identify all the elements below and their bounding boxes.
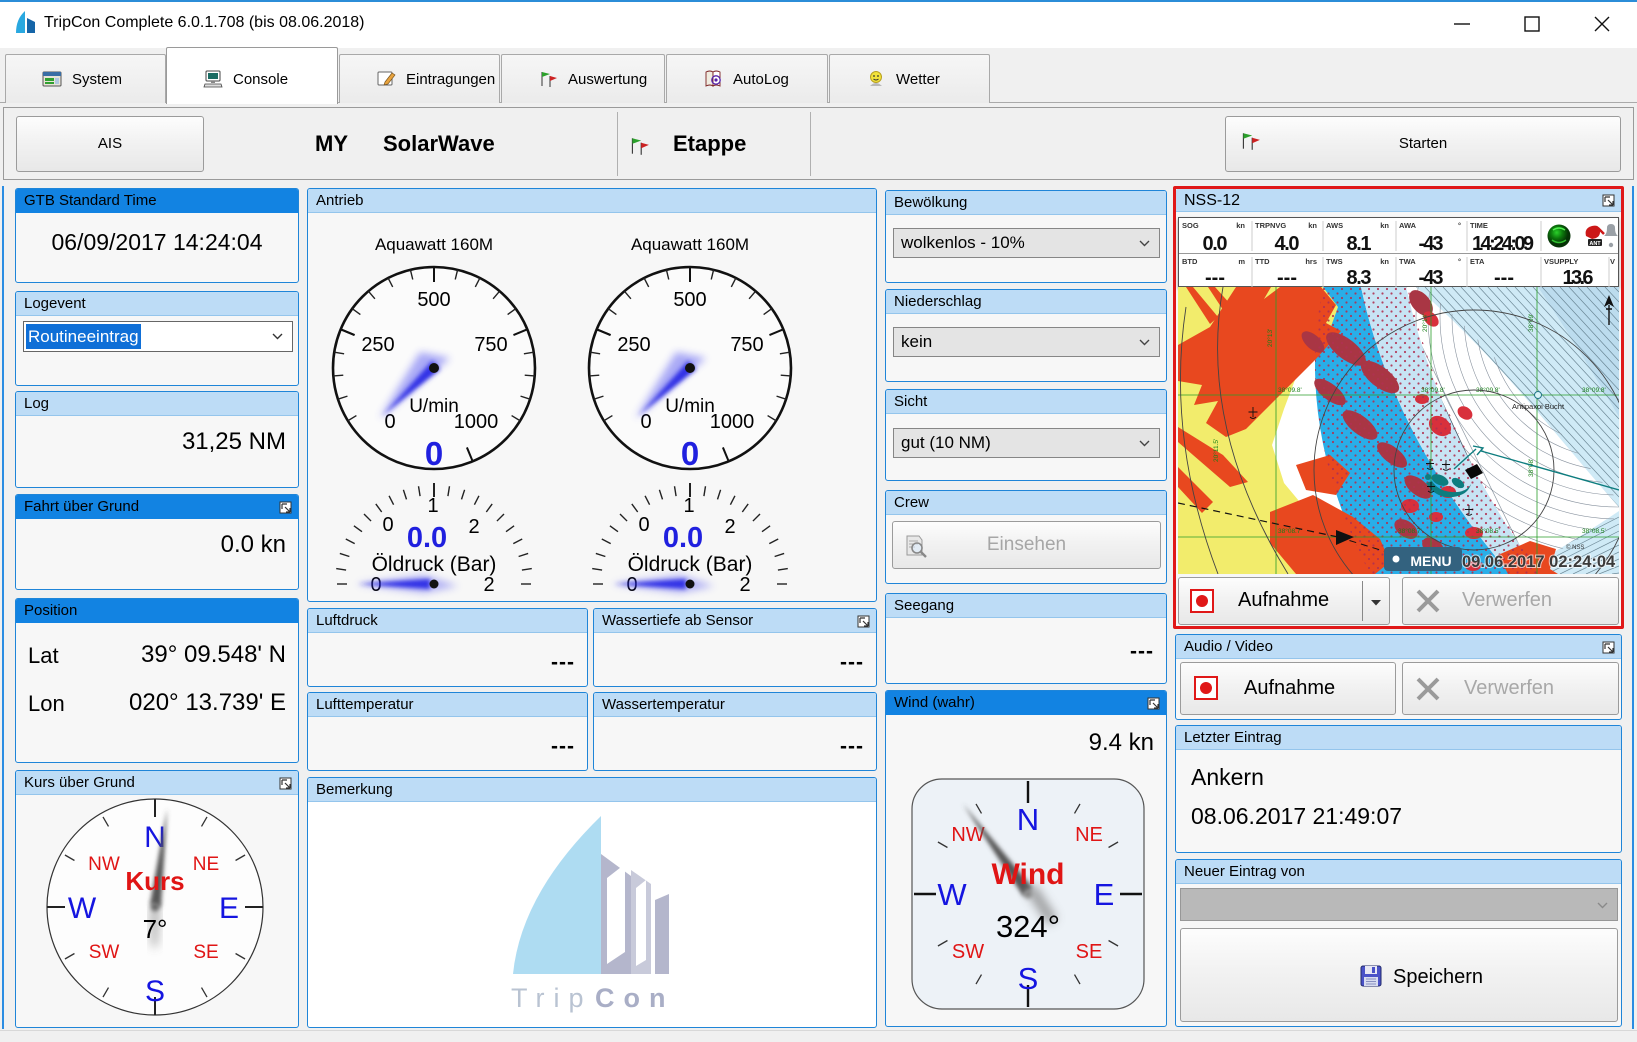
svg-text:TTD: TTD bbox=[1255, 257, 1270, 266]
svg-text:ETA: ETA bbox=[1470, 257, 1485, 266]
svg-text:38°08.7': 38°08.7' bbox=[1278, 527, 1302, 535]
svg-text:E: E bbox=[219, 892, 239, 925]
svg-text:---: --- bbox=[1494, 267, 1514, 289]
svg-text:38°08.5': 38°08.5' bbox=[1582, 527, 1606, 535]
svg-text:09.06.2017 02:24:04: 09.06.2017 02:24:04 bbox=[1462, 553, 1616, 571]
svg-text:N: N bbox=[144, 821, 166, 854]
svg-text:°: ° bbox=[1458, 257, 1461, 266]
svg-text:AWS: AWS bbox=[1326, 221, 1343, 230]
svg-text:324°: 324° bbox=[996, 909, 1060, 944]
svg-text:13.6: 13.6 bbox=[1563, 267, 1594, 289]
svg-text:38°09.8': 38°09.8' bbox=[1421, 386, 1445, 394]
svg-text:W: W bbox=[68, 892, 97, 925]
svg-text:8.3: 8.3 bbox=[1347, 267, 1372, 289]
svg-text:---: --- bbox=[1277, 267, 1297, 289]
svg-text:TRPNVG: TRPNVG bbox=[1255, 221, 1286, 230]
svg-text:N: N bbox=[1017, 802, 1039, 837]
svg-text:AWA: AWA bbox=[1399, 221, 1417, 230]
svg-text:20°11.5': 20°11.5' bbox=[1212, 439, 1220, 462]
svg-text:-43: -43 bbox=[1419, 233, 1444, 255]
svg-text:38°09.8': 38°09.8' bbox=[1278, 386, 1302, 394]
svg-text:TWA: TWA bbox=[1399, 257, 1416, 266]
svg-text:14:24:09: 14:24:09 bbox=[1472, 233, 1534, 255]
svg-text:38°09': 38°09' bbox=[1527, 314, 1535, 332]
svg-text:Antipaxoi Bucht: Antipaxoi Bucht bbox=[1512, 402, 1565, 411]
svg-text:kn: kn bbox=[1236, 221, 1245, 230]
svg-text:38°08.7': 38°08.7' bbox=[1398, 527, 1422, 535]
svg-text:ANT: ANT bbox=[1589, 241, 1601, 247]
svg-text:SW: SW bbox=[89, 942, 120, 963]
svg-text:SE: SE bbox=[193, 942, 218, 963]
svg-text:S: S bbox=[145, 975, 165, 1008]
svg-text:NE: NE bbox=[193, 854, 219, 875]
svg-text:4.0: 4.0 bbox=[1275, 233, 1300, 255]
svg-text:© NSS: © NSS bbox=[1566, 544, 1584, 551]
svg-text:Wind: Wind bbox=[991, 858, 1064, 891]
svg-text:SW: SW bbox=[952, 941, 984, 963]
svg-text:38°09.8': 38°09.8' bbox=[1476, 386, 1500, 394]
svg-text:0.0: 0.0 bbox=[1203, 233, 1228, 255]
svg-text:MENU: MENU bbox=[1410, 553, 1451, 569]
svg-text:38°08.5': 38°08.5' bbox=[1476, 527, 1500, 535]
svg-text:kn: kn bbox=[1308, 221, 1317, 230]
svg-text:SE: SE bbox=[1076, 941, 1103, 963]
svg-text:S: S bbox=[1018, 961, 1039, 996]
svg-text:E: E bbox=[1094, 877, 1115, 912]
svg-text:NE: NE bbox=[1075, 824, 1103, 846]
svg-text:Kurs: Kurs bbox=[125, 866, 184, 896]
svg-text:---: --- bbox=[1205, 267, 1225, 289]
svg-text:°: ° bbox=[1458, 221, 1461, 230]
svg-text:TIME: TIME bbox=[1470, 221, 1488, 230]
svg-text:TWS: TWS bbox=[1326, 257, 1343, 266]
svg-text:Trip: Trip bbox=[511, 983, 593, 1013]
svg-text:VSUPPLY: VSUPPLY bbox=[1544, 257, 1578, 266]
svg-text:20°14': 20°14' bbox=[1421, 314, 1429, 332]
svg-text:W: W bbox=[937, 877, 967, 912]
svg-text:38°08': 38°08' bbox=[1527, 459, 1535, 477]
svg-text:kn: kn bbox=[1380, 257, 1389, 266]
svg-text:hrs: hrs bbox=[1305, 257, 1317, 266]
svg-text:7°: 7° bbox=[143, 914, 168, 944]
svg-text:NW: NW bbox=[88, 854, 120, 875]
svg-text:20°13': 20°13' bbox=[1266, 329, 1274, 347]
svg-text:NW: NW bbox=[951, 824, 984, 846]
svg-text:Con: Con bbox=[595, 983, 674, 1013]
svg-text:V: V bbox=[1610, 257, 1615, 266]
svg-text:m: m bbox=[1238, 257, 1245, 266]
svg-text:BTD: BTD bbox=[1182, 257, 1198, 266]
svg-text:8.1: 8.1 bbox=[1347, 233, 1372, 255]
svg-text:kn: kn bbox=[1380, 221, 1389, 230]
svg-text:38°09.8': 38°09.8' bbox=[1582, 386, 1606, 394]
svg-text:SOG: SOG bbox=[1182, 221, 1199, 230]
svg-text:-43: -43 bbox=[1419, 267, 1444, 289]
